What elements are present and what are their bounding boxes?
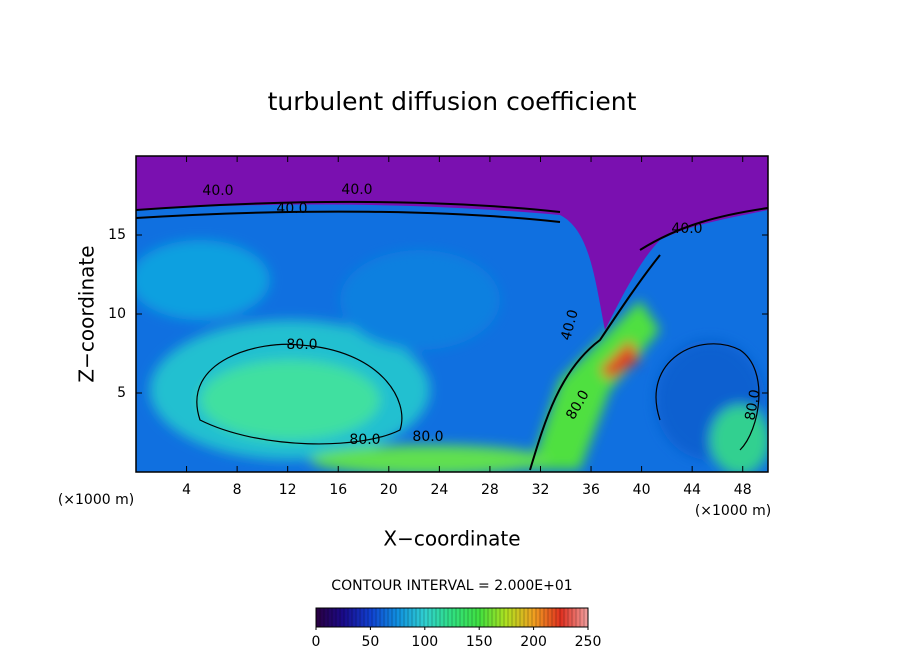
x-tick-label: 12 [279,482,297,498]
contour-field [136,156,768,472]
contour-interval: CONTOUR INTERVAL = 2.000E+01 [331,578,572,594]
x-unit-label: (×1000 m) [695,503,771,519]
colorbar-tick-label: 200 [520,634,547,650]
contour-label: 80.0 [349,432,380,448]
colorbar-tick-label: 100 [411,634,438,650]
colorbar-tick-label: 150 [466,634,493,650]
x-tick-label: 40 [633,482,651,498]
contour-label: 40.0 [202,183,233,199]
contour-label: 40.0 [341,182,372,198]
y-tick-label: 15 [108,227,126,243]
x-tick-label: 44 [683,482,701,498]
x-tick-label: 48 [734,482,752,498]
x-tick-label: 16 [329,482,347,498]
contour-label: 80.0 [412,429,443,445]
x-axis-label: X−coordinate [383,527,520,551]
chart-title: turbulent diffusion coefficient [268,87,637,116]
y-unit-label: (×1000 m) [58,492,134,508]
contour-label: 40.0 [276,201,307,217]
x-tick-label: 32 [532,482,550,498]
colorbar-tick-label: 0 [312,634,321,650]
contour-label: 40.0 [671,221,702,237]
contour-label: 40.0 [558,308,582,342]
x-tick-label: 28 [481,482,499,498]
y-axis-label: Z−coordinate [75,245,99,382]
colorbar: 0 50 100 150 200 250 [312,607,602,650]
y-tick-label: 10 [108,306,126,322]
x-tick-label: 24 [430,482,448,498]
x-tick-label: 8 [233,482,242,498]
x-tick-label: 20 [380,482,398,498]
colorbar-tick-label: 250 [575,634,602,650]
contour-label: 80.0 [742,388,763,421]
colorbar-tick-label: 50 [361,634,379,650]
y-tick-label: 5 [117,385,126,401]
x-tick-label: 36 [582,482,600,498]
x-tick-label: 4 [182,482,191,498]
contour-label: 80.0 [286,337,317,353]
